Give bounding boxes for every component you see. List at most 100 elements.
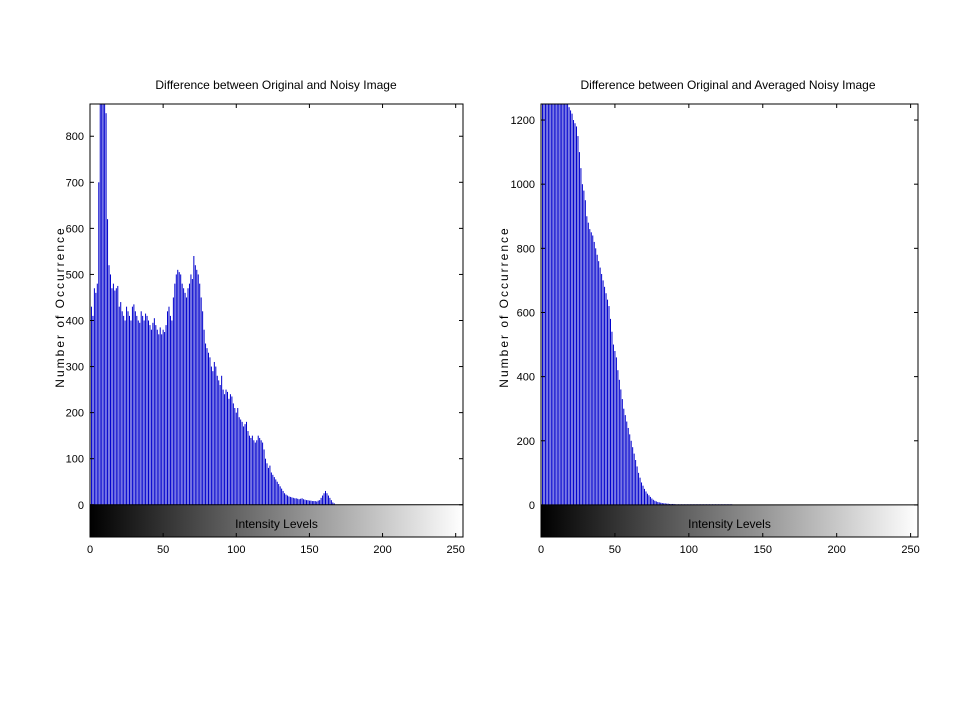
bar (654, 500, 656, 505)
bar (200, 297, 202, 505)
bar (142, 315, 144, 505)
bar (156, 329, 158, 505)
bar (190, 274, 192, 505)
bar (180, 274, 182, 505)
bar (90, 306, 92, 505)
bar (167, 311, 169, 505)
bar (657, 502, 659, 505)
bar (196, 269, 198, 505)
bar (316, 501, 318, 505)
bar (332, 502, 334, 505)
y-tick-label: 100 (66, 454, 84, 466)
bar (596, 254, 598, 505)
x-tick-label: 50 (609, 544, 621, 556)
bar (292, 497, 294, 505)
bar (300, 498, 302, 505)
bar (553, 104, 555, 505)
bar (303, 499, 305, 505)
bar (583, 190, 585, 505)
bar (114, 290, 116, 505)
bar (655, 501, 657, 505)
bar (627, 427, 629, 505)
bar (270, 472, 272, 505)
bar (224, 394, 226, 505)
bar (636, 466, 638, 505)
bar (244, 424, 246, 505)
bar (307, 500, 309, 505)
bar (225, 389, 227, 505)
bar (635, 460, 637, 505)
bar (608, 306, 610, 505)
bar (184, 292, 186, 505)
bar (617, 370, 619, 505)
bar (556, 104, 558, 505)
bar (326, 493, 328, 505)
bar (276, 481, 278, 505)
bar (297, 498, 299, 505)
bar (159, 327, 161, 505)
bar (663, 503, 665, 505)
bar (140, 311, 142, 505)
bar (243, 426, 245, 505)
bar (130, 320, 132, 505)
y-tick-label: 600 (517, 307, 535, 319)
bar (645, 491, 647, 505)
bar (317, 500, 319, 505)
bar (620, 389, 622, 505)
bar (218, 380, 220, 505)
bar (227, 391, 228, 505)
bar (562, 104, 564, 505)
bar (615, 357, 617, 505)
bar (322, 495, 324, 505)
bar (219, 384, 221, 505)
bar (231, 396, 233, 505)
bar (630, 440, 632, 505)
bar (301, 498, 303, 505)
bar (279, 486, 281, 505)
bar (575, 126, 577, 505)
bar (202, 311, 204, 505)
y-tick-label: 0 (529, 500, 535, 512)
bar (621, 399, 623, 505)
bar (146, 315, 148, 505)
bar (240, 419, 242, 505)
bar (605, 293, 607, 505)
bar (661, 503, 663, 505)
y-tick-label: 1200 (511, 115, 535, 127)
x-tick-label: 0 (87, 544, 93, 556)
bar (592, 235, 594, 505)
bar (95, 292, 97, 505)
bar (248, 435, 250, 505)
bar (547, 104, 549, 505)
bar (607, 299, 609, 505)
bar (256, 440, 258, 505)
bar (546, 104, 548, 505)
bar (646, 493, 648, 505)
bar (568, 107, 570, 505)
bar (222, 389, 224, 505)
bar (112, 283, 114, 505)
bar (649, 496, 651, 505)
bar (586, 216, 588, 505)
bar (150, 329, 152, 505)
bar (565, 104, 567, 505)
bar (108, 265, 110, 505)
bar (298, 499, 300, 505)
bar (604, 286, 606, 505)
bar (102, 104, 104, 505)
bar (232, 403, 234, 505)
bar (571, 113, 573, 505)
x-tick-label: 100 (680, 544, 698, 556)
bar (98, 182, 100, 505)
bar (188, 283, 190, 505)
bar (175, 274, 177, 505)
bar (246, 421, 248, 505)
y-tick-label: 800 (517, 243, 535, 255)
chart-title: Difference between Original and Noisy Im… (155, 78, 397, 92)
bar (126, 306, 128, 505)
bar (281, 488, 283, 505)
bar (286, 495, 288, 505)
bar (590, 232, 592, 505)
x-tick-label: 250 (901, 544, 919, 556)
bar (172, 297, 174, 505)
